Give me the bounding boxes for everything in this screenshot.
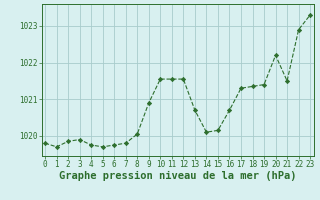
X-axis label: Graphe pression niveau de la mer (hPa): Graphe pression niveau de la mer (hPa): [59, 171, 296, 181]
